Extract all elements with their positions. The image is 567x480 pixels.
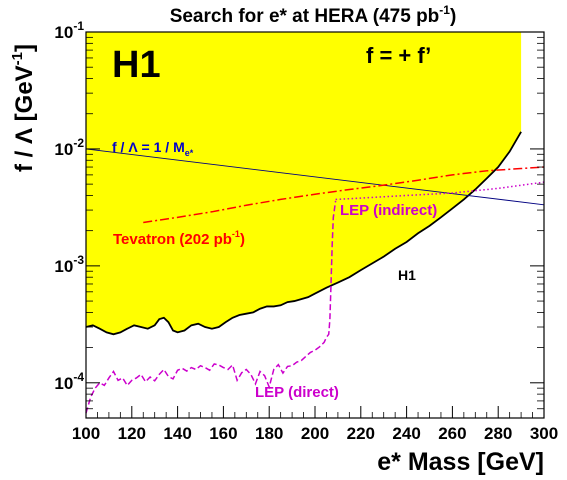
x-tick-label: 180 [255, 424, 283, 443]
series-line-5 [85, 200, 337, 414]
x-tick-label: 220 [347, 424, 375, 443]
x-tick-label: 300 [530, 424, 558, 443]
x-tick-label: 120 [118, 424, 146, 443]
label-lep-indirect: LEP (indirect) [340, 202, 437, 219]
x-tick-label: 160 [209, 424, 237, 443]
y-axis-label: f / Λ [GeV-1] [9, 44, 38, 172]
label-tevatron: Tevatron (202 pb-1) [113, 229, 245, 248]
y-tick-label: 10-1 [54, 19, 84, 42]
label-h1-curve: H1 [398, 267, 416, 283]
x-tick-label: 100 [72, 424, 100, 443]
label-lep-direct: LEP (direct) [255, 384, 339, 401]
series-line-3 [143, 166, 545, 224]
experiment-label: H1 [112, 44, 161, 86]
chart-title: Search for e* at HERA (475 pb-1) [170, 3, 457, 27]
series-line-2 [85, 148, 545, 206]
x-tick-label: 240 [392, 424, 420, 443]
series-line-4 [335, 181, 545, 201]
x-tick-label: 280 [484, 424, 512, 443]
x-tick-label: 200 [301, 424, 329, 443]
coupling-label: f = + f’ [366, 43, 431, 68]
series-line-1 [85, 131, 522, 336]
y-tick-label: 10-4 [54, 370, 84, 393]
y-tick-label: 10-3 [54, 253, 84, 276]
x-tick-label: 260 [438, 424, 466, 443]
label-mass-line: f / Λ = 1 / Me* [112, 139, 194, 158]
y-tick-label: 10-2 [54, 136, 84, 159]
excluded-region [86, 32, 522, 335]
x-tick-label: 140 [163, 424, 191, 443]
x-axis-label: e* Mass [GeV] [377, 448, 544, 476]
